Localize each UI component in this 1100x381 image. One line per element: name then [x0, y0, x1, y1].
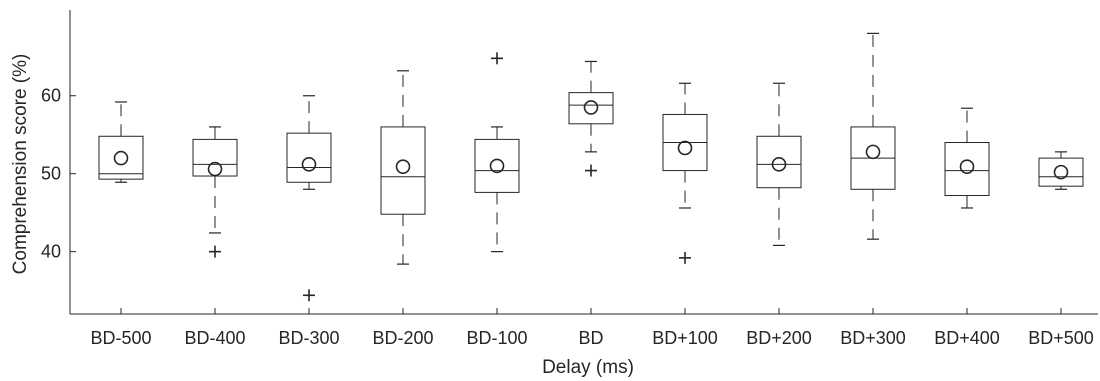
iqr-box	[286, 132, 332, 183]
box-bd-400	[944, 107, 990, 209]
x-axis: BD-500 BD-400 BD-300 BD-200 BD-100 BD BD+100 BD…	[70, 308, 1098, 348]
mean-marker	[959, 159, 975, 174]
box-bd-500	[98, 101, 144, 183]
x-tick-label: BD-400	[184, 328, 245, 348]
x-tick-label: BD+200	[746, 328, 812, 348]
mean-marker	[865, 144, 881, 160]
outlier-marker	[491, 52, 503, 65]
y-tick-label: 50	[41, 164, 61, 184]
iqr-box	[1038, 157, 1084, 187]
box-bd-500	[1038, 151, 1084, 190]
iqr-box	[944, 142, 990, 197]
box-bd-400	[192, 126, 238, 258]
box-bd	[568, 60, 614, 177]
mean-marker	[113, 150, 129, 166]
mean-marker	[395, 159, 411, 174]
y-axis-label: Comprehension score (%)	[10, 54, 31, 275]
x-tick-label: BD+300	[840, 328, 906, 348]
x-tick-label: BD+400	[934, 328, 1000, 348]
iqr-box	[568, 92, 614, 125]
mean-marker	[301, 157, 317, 172]
x-tick-label: BD	[578, 328, 603, 348]
y-tick-label: 60	[41, 86, 61, 106]
x-tick-label: BD-500	[90, 328, 151, 348]
mean-marker	[207, 161, 223, 177]
outlier-marker	[679, 251, 691, 264]
outlier-marker	[209, 245, 221, 258]
iqr-box	[474, 138, 520, 193]
y-tick-label: 40	[41, 242, 61, 262]
x-tick-label: BD-300	[278, 328, 339, 348]
x-axis-label: Delay (ms)	[542, 357, 634, 378]
mean-marker	[677, 140, 693, 156]
x-tick-label: BD-100	[466, 328, 527, 348]
box-bd-200	[756, 82, 802, 247]
box-bd-300	[850, 32, 896, 240]
x-tick-label: BD+500	[1028, 328, 1094, 348]
box-bd-200	[380, 70, 426, 265]
box-bd-100	[474, 52, 520, 253]
mean-marker	[771, 157, 787, 172]
plot-area	[98, 32, 1084, 302]
iqr-box	[756, 135, 802, 189]
outlier-marker	[303, 289, 315, 302]
y-axis: 40 50 60	[41, 10, 76, 314]
iqr-box	[380, 126, 426, 215]
mean-marker	[489, 158, 505, 174]
box-bd-300	[286, 95, 332, 302]
mean-marker	[1053, 164, 1069, 180]
iqr-box	[98, 135, 144, 180]
outlier-marker	[585, 164, 597, 177]
x-tick-label: BD-200	[372, 328, 433, 348]
box-bd-100	[662, 82, 708, 264]
mean-marker	[583, 100, 599, 115]
iqr-box	[192, 138, 238, 177]
x-tick-label: BD+100	[652, 328, 718, 348]
